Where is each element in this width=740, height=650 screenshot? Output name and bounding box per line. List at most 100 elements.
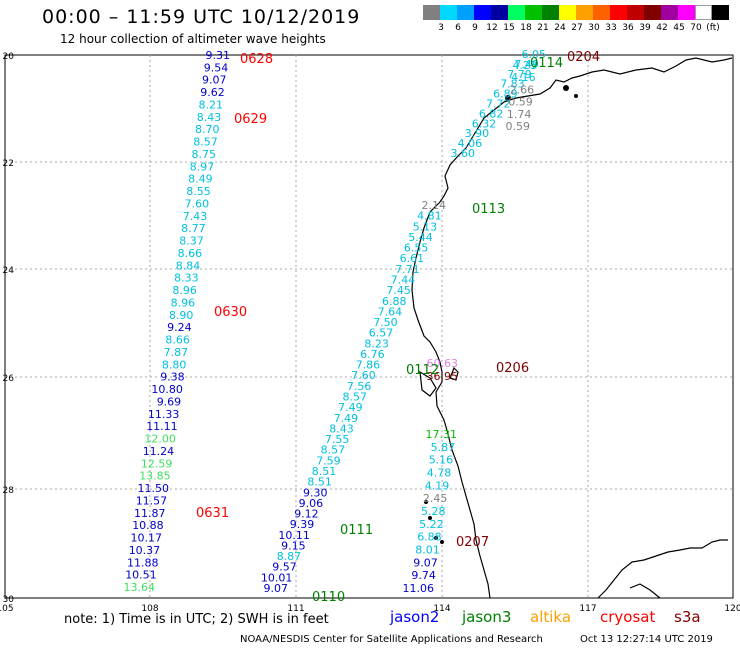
- track-value: 11.33: [148, 408, 180, 421]
- track-value: 8.01: [415, 544, 440, 557]
- island-marker: [428, 516, 432, 520]
- scale-swatch: [712, 5, 729, 20]
- track-value: 6.88: [417, 531, 442, 544]
- track-value: 6.57: [369, 327, 394, 340]
- track-value: 7.56: [347, 380, 372, 393]
- map-frame: [4, 54, 734, 599]
- track-value: 7.55: [325, 433, 350, 446]
- track-value: 11.06: [403, 582, 435, 595]
- scale-swatch: [559, 5, 576, 20]
- track-value: 11.87: [134, 507, 166, 520]
- track-value: 7.83: [500, 78, 525, 91]
- island-river: [419, 370, 437, 397]
- track-value: 0.59: [508, 96, 533, 109]
- scale-label: 45: [673, 23, 685, 33]
- island-marker: [424, 500, 428, 504]
- coastline-mainland: [411, 147, 491, 599]
- track-value: 8.33: [174, 272, 199, 285]
- track-value: 8.21: [199, 99, 224, 112]
- track-value: 60.63: [427, 357, 459, 370]
- track-value: 7.86: [356, 359, 381, 372]
- track-value: 6.61: [400, 252, 425, 265]
- track-value: 5.28: [421, 505, 446, 518]
- pass-label: 0110: [312, 590, 345, 605]
- scale-label: 18: [520, 23, 532, 33]
- scale-swatch: [678, 5, 695, 20]
- satellite-jason2: jason2: [390, 608, 440, 626]
- lon-label: 111: [287, 604, 304, 614]
- track-value: 7.64: [378, 305, 403, 318]
- scale-label: 15: [503, 23, 515, 33]
- track-value: 5.87: [431, 441, 456, 454]
- track-value: 10.80: [151, 383, 183, 396]
- track-value: 9.07: [202, 74, 227, 87]
- track-value: 10.37: [129, 544, 161, 557]
- scale-label: 70: [690, 23, 702, 33]
- scale-label: 39: [639, 23, 651, 33]
- track-value: 9.39: [290, 518, 315, 531]
- pass-label: 0114: [530, 56, 563, 71]
- scale-swatch: [474, 5, 491, 20]
- track-value: 8.55: [186, 185, 211, 198]
- track-value: 7.45: [386, 284, 411, 297]
- lon-label: 114: [433, 604, 450, 614]
- scale-swatch: [440, 5, 457, 20]
- track-value: 8.51: [307, 476, 332, 489]
- track-value: 36.95: [427, 370, 459, 383]
- coastline-east: [597, 539, 728, 599]
- track-value: 9.31: [206, 49, 231, 62]
- track-value: 9.54: [204, 61, 229, 74]
- pass-label: 0631: [196, 506, 229, 521]
- track-value: 2.45: [423, 492, 448, 505]
- track-value: 11.11: [146, 420, 178, 433]
- track-value: 2.66: [510, 83, 535, 96]
- track-value: 10.51: [125, 569, 157, 582]
- track-value: 6.05: [522, 48, 547, 61]
- track-value: 8.75: [192, 148, 217, 161]
- scale-label: 9: [472, 23, 478, 33]
- track-value: 7.49: [514, 58, 539, 71]
- track-value: 7.49: [334, 412, 359, 425]
- note-text: note: 1) Time is in UTC; 2) SWH is in fe…: [64, 612, 329, 627]
- satellite-altika: altika: [530, 608, 572, 626]
- island-marker: [505, 95, 511, 101]
- track-value: 9.12: [294, 508, 319, 521]
- track-value: 8.57: [193, 136, 218, 149]
- track-value: 6.88: [382, 295, 407, 308]
- scale-label: 21: [537, 23, 549, 33]
- track-value: 7.79: [507, 68, 532, 81]
- pass-label: 0207: [456, 535, 489, 550]
- track-value: 8.80: [162, 358, 187, 371]
- satellite-cryosat: cryosat: [600, 608, 656, 626]
- track-value: 7.50: [373, 316, 398, 329]
- pass-label: 0206: [496, 361, 529, 376]
- track-value: 8.37: [179, 235, 204, 248]
- track-value: 5.16: [429, 454, 454, 467]
- track-value: 9.06: [299, 497, 324, 510]
- track-value: 7.43: [183, 210, 208, 223]
- track-value: 8.96: [171, 296, 196, 309]
- scale-swatch: [508, 5, 525, 20]
- track-value: 7.59: [316, 454, 341, 467]
- track-value: 13.64: [124, 581, 156, 594]
- track-value: 5.44: [408, 231, 433, 244]
- track-value: 9.15: [281, 539, 306, 552]
- scale-swatch: [491, 5, 508, 20]
- footer-timestamp: Oct 13 12:27:14 UTC 2019: [580, 634, 713, 645]
- scale-label: 6: [455, 23, 461, 33]
- track-value: 4.16: [511, 71, 536, 84]
- scale-swatch: [525, 5, 542, 20]
- track-value: 8.66: [178, 247, 203, 260]
- track-value: 11.50: [138, 482, 170, 495]
- track-value: 6.55: [404, 242, 429, 255]
- scale-swatch: [644, 5, 661, 20]
- track-value: 8.90: [169, 309, 194, 322]
- lon-label: 117: [579, 604, 596, 614]
- scale-label: 27: [571, 23, 583, 33]
- track-value: 9.07: [413, 556, 438, 569]
- track-value: 10.01: [261, 571, 293, 584]
- island-markers: [424, 85, 578, 544]
- track-value: 7.72: [486, 98, 511, 111]
- scale-swatch: [661, 5, 678, 20]
